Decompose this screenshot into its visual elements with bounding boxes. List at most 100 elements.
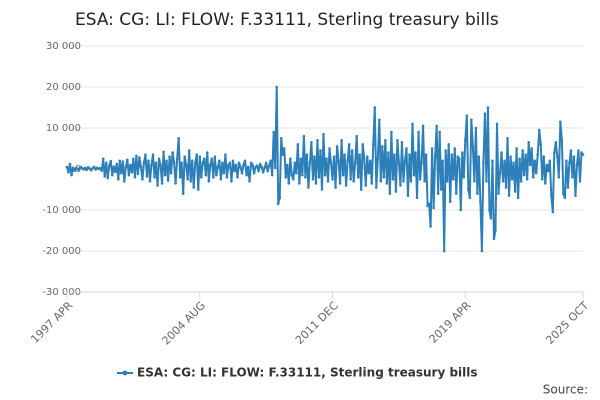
data-point [495, 122, 499, 126]
data-point [459, 208, 463, 212]
data-point [71, 166, 75, 170]
data-point [373, 106, 377, 109]
data-point [382, 175, 386, 179]
data-point [145, 175, 149, 178]
data-point [451, 177, 455, 181]
data-point [494, 229, 497, 232]
data-point [183, 155, 186, 158]
data-point [126, 158, 129, 162]
data-point [116, 177, 120, 181]
data-point [135, 154, 138, 158]
data-point [258, 162, 262, 166]
data-point [439, 188, 443, 191]
legend-marker [122, 370, 128, 376]
y-tick-label: -30 000 [42, 287, 81, 298]
data-point [365, 155, 369, 158]
data-point [575, 163, 579, 167]
data-point [378, 118, 381, 122]
data-point [310, 141, 313, 144]
data-point [187, 149, 191, 152]
data-point [525, 177, 529, 181]
data-point [284, 175, 288, 179]
data-point [550, 194, 553, 197]
data-point [359, 188, 363, 191]
data-point [325, 157, 328, 161]
data-point [486, 106, 490, 109]
data-point [531, 175, 535, 179]
data-point [304, 175, 307, 179]
data-point [320, 188, 324, 191]
data-point [358, 153, 362, 156]
data-point [138, 156, 141, 159]
data-point [569, 149, 573, 152]
data-point [165, 159, 168, 163]
data-point [323, 173, 327, 177]
data-point [206, 151, 209, 154]
data-point [296, 143, 300, 146]
data-point [133, 175, 137, 179]
data-point [118, 159, 122, 163]
data-point [67, 170, 70, 174]
data-point [82, 168, 85, 171]
data-point [89, 168, 93, 172]
data-point [353, 161, 357, 165]
data-point [150, 163, 153, 167]
x-tick-label: 2019 APR [427, 299, 474, 346]
data-point [441, 159, 444, 163]
data-point [563, 196, 567, 199]
data-point [112, 165, 116, 168]
data-point [288, 157, 292, 161]
data-point [387, 151, 390, 154]
data-point [104, 161, 108, 165]
data-point [106, 176, 110, 180]
data-point [356, 175, 360, 179]
data-point [156, 184, 159, 187]
data-point [142, 161, 146, 165]
data-point [447, 143, 451, 146]
data-point [290, 173, 294, 177]
data-point [193, 161, 197, 165]
data-point [281, 153, 285, 156]
data-point [207, 180, 211, 183]
data-point [101, 157, 105, 161]
data-point [144, 153, 147, 156]
data-point [420, 161, 423, 165]
data-point [121, 160, 125, 163]
data-point [509, 155, 512, 158]
data-point [340, 139, 343, 142]
data-point [337, 159, 340, 163]
data-point [537, 128, 541, 132]
data-point [465, 114, 469, 117]
data-point [257, 169, 260, 173]
data-point [368, 159, 372, 163]
data-point [580, 151, 583, 154]
data-point [83, 166, 87, 170]
y-tick-label: 30 000 [46, 41, 81, 52]
data-point [224, 153, 227, 156]
data-point [364, 184, 368, 187]
data-point [417, 130, 420, 134]
data-point [391, 177, 395, 181]
data-point [166, 179, 170, 182]
data-point [225, 175, 229, 179]
data-point [202, 157, 206, 161]
data-point [491, 159, 494, 163]
data-point [279, 136, 283, 140]
x-tick-label: 2004 AUG [160, 299, 209, 348]
data-point [192, 186, 196, 189]
data-point [227, 163, 230, 167]
data-point [322, 132, 325, 136]
data-point [450, 153, 454, 156]
data-point [442, 249, 446, 253]
data-point [489, 216, 493, 220]
data-point [151, 153, 155, 156]
data-point [319, 149, 322, 152]
data-point [186, 177, 190, 181]
data-point [394, 190, 398, 193]
data-point [436, 192, 440, 195]
data-point [504, 186, 508, 189]
data-point [456, 155, 460, 158]
data-point [542, 155, 546, 158]
data-point [408, 153, 411, 156]
data-point [406, 194, 410, 197]
